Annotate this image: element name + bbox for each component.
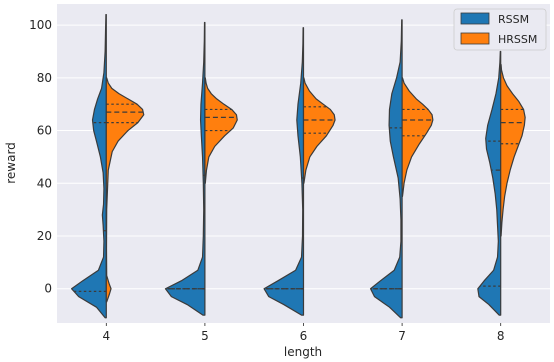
violin-rssm-7 <box>369 19 403 319</box>
x-tick-label: 5 <box>201 329 209 343</box>
x-tick-label: 7 <box>398 329 406 343</box>
violins <box>70 13 526 319</box>
y-tick-labels: 0 20 40 60 80 100 <box>29 18 52 296</box>
violin-hrssm-7 <box>401 77 434 198</box>
y-tick-label: 100 <box>29 18 52 32</box>
y-tick-label: 60 <box>37 124 52 138</box>
legend-swatch-rssm <box>460 12 490 25</box>
legend-label-hrssm: HRSSM <box>498 33 537 46</box>
x-tick-label: 4 <box>102 329 110 343</box>
legend: RSSM HRSSM <box>453 8 547 51</box>
legend-swatch-hrssm <box>460 32 490 45</box>
legend-label-rssm: RSSM <box>498 13 529 26</box>
y-tick-label: 0 <box>44 282 52 296</box>
violin-rssm-4 <box>70 13 107 319</box>
x-tick-label: 8 <box>497 329 505 343</box>
y-tick-label: 40 <box>37 176 52 190</box>
violin-hrssm-6 <box>302 77 336 184</box>
x-tick-labels: 4 5 6 7 8 <box>102 323 505 343</box>
violin-rssm-6 <box>263 27 305 316</box>
violin-rssm-8 <box>477 50 502 316</box>
x-tick-label: 6 <box>300 329 308 343</box>
y-tick-label: 20 <box>37 229 52 243</box>
violin-hrssm-4 <box>105 77 145 303</box>
y-axis-label: reward <box>4 142 18 184</box>
violin-rssm-5 <box>164 21 206 316</box>
x-axis-label: length <box>284 345 322 359</box>
violin-hrssm-8 <box>500 64 526 237</box>
y-tick-label: 80 <box>37 71 52 85</box>
